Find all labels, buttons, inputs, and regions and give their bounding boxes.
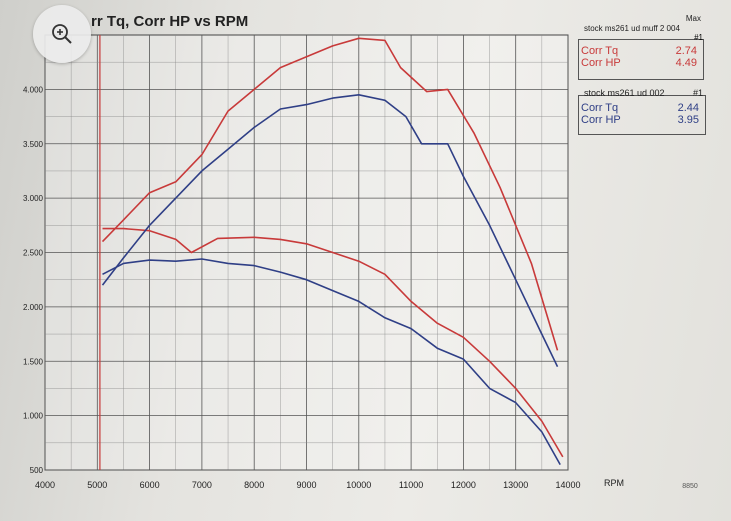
legend-b-row-hp: Corr HP 3.95 <box>579 114 705 126</box>
plot-area: 4000 5000 6000 7000 8000 9000 10000 11000 12000 1… <box>23 34 698 490</box>
legend-a-hp-value: 4.49 <box>675 57 697 69</box>
x-tick-label: 14000 <box>555 480 580 490</box>
x-tick-label: 9000 <box>296 480 316 490</box>
zoom-button[interactable] <box>33 5 91 63</box>
series-line-2 <box>101 94 559 368</box>
y-tick-label: 2.000 <box>23 303 44 312</box>
x-tick-label: 13000 <box>503 480 528 490</box>
legend-a-run: #1 <box>694 33 703 42</box>
zoom-in-icon <box>52 24 72 44</box>
y-tick-label: 3.000 <box>23 194 44 203</box>
y-tick-label: 2.500 <box>23 249 44 258</box>
legend-b-name: stock ms261 ud 002 <box>584 88 665 98</box>
chart-title: rr Tq, Corr HP vs RPM <box>91 13 249 30</box>
legend-run-a: stock ms261 ud muff 2 004 Max #1 Corr Tq… <box>578 14 704 80</box>
legend-a-row-tq: Corr Tq 2.74 <box>579 45 703 57</box>
legend-a-hp-label: Corr HP <box>581 57 621 69</box>
x-tick-label: 10000 <box>346 480 371 490</box>
legend-a-name: stock ms261 ud muff 2 004 <box>584 24 680 33</box>
legend-a-tq-value: 2.74 <box>675 45 697 57</box>
legend-run-b: stock ms261 ud 002 #1 Corr Tq 2.44 Corr … <box>578 88 706 135</box>
x-extra-label: 8850 <box>682 483 698 490</box>
legend-a-tq-label: Corr Tq <box>581 45 619 57</box>
legend-b-row-tq: Corr Tq 2.44 <box>579 102 705 114</box>
y-tick-label: 1.000 <box>23 412 44 421</box>
legend-b-tq-label: Corr Tq <box>581 102 619 114</box>
series-line-0 <box>101 37 559 351</box>
x-tick-label: 12000 <box>451 480 476 490</box>
y-tick-label: 500 <box>30 466 44 475</box>
legend-b-run: #1 <box>692 88 703 98</box>
legend-b-hp-value: 3.95 <box>677 114 699 126</box>
y-tick-label: 4.000 <box>23 85 44 94</box>
series-line-3 <box>102 258 561 465</box>
series-line-1 <box>102 227 564 458</box>
legend-b-hp-label: Corr HP <box>581 114 621 126</box>
x-tick-label: 6000 <box>140 480 160 490</box>
x-tick-label: 8000 <box>244 480 264 490</box>
x-axis-label: RPM <box>604 478 624 488</box>
legend-a-max-label: Max <box>685 14 701 23</box>
x-tick-label: 4000 <box>35 480 55 490</box>
x-tick-label: 11000 <box>399 480 423 490</box>
y-tick-label: 3.500 <box>23 140 44 149</box>
x-tick-label: 5000 <box>87 480 107 490</box>
x-tick-label: 7000 <box>192 480 212 490</box>
legend-b-tq-value: 2.44 <box>677 102 699 114</box>
y-tick-label: 1.500 <box>23 357 44 366</box>
legend-a-row-hp: Corr HP 4.49 <box>579 57 703 69</box>
